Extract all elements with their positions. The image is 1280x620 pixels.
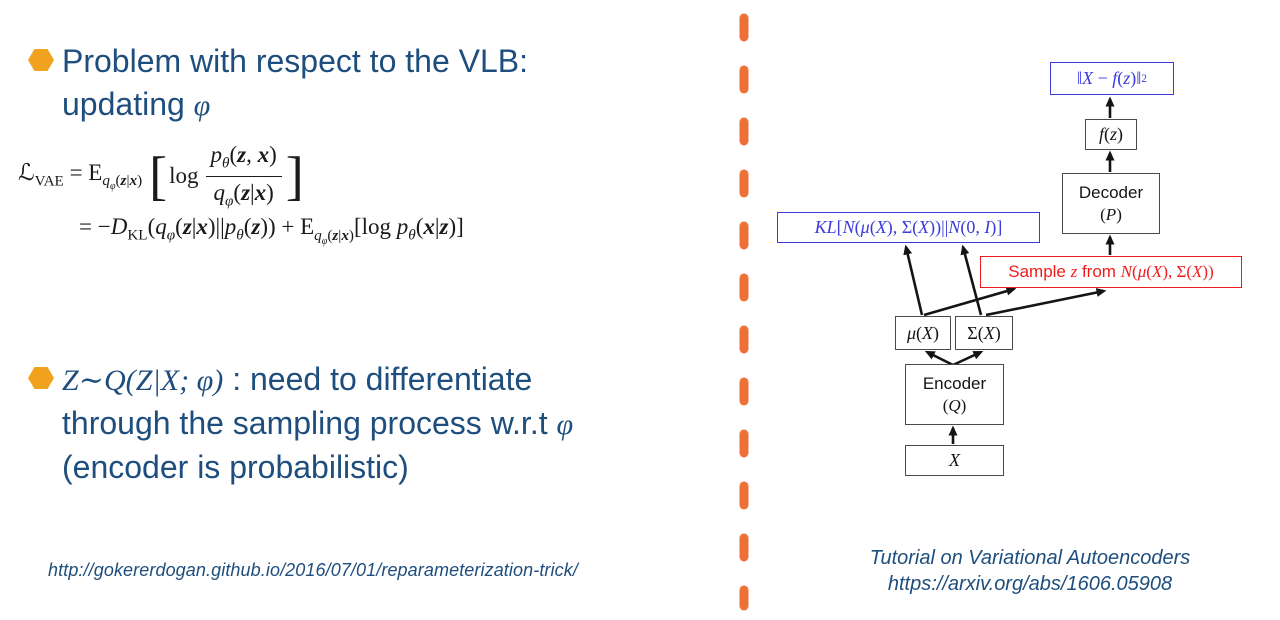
bullet1-line1: Problem with respect to the VLB: xyxy=(62,40,528,83)
encoder-label: Encoder xyxy=(922,373,987,393)
bullet2-line3: (encoder is probabilistic) xyxy=(62,446,573,489)
bullet1-line1-text: Problem with respect to the VLB: xyxy=(62,43,528,79)
citation-title: Tutorial on Variational Autoencoders xyxy=(869,547,1191,569)
decoder-box: Decoder (P) xyxy=(1062,173,1160,234)
fz-box: f(z) xyxy=(1085,119,1137,150)
mu-box: μ(X) xyxy=(895,316,951,350)
vae-lower-bound-equation: ℒVAE = Eqφ(z|x)[log pθ(z, x) qφ(z|x)] = −D… xyxy=(18,141,464,247)
encoder-box: Encoder (Q) xyxy=(905,364,1004,425)
bullet1-line2: updating φ xyxy=(62,83,528,127)
vae-architecture-diagram: ‖ X − f(z)‖ 2 f(z) Decoder (P) KL[N(μ(X), … xyxy=(760,0,1280,620)
phi-symbol: φ xyxy=(193,88,211,122)
sample-z-box: Sample z from N(μ(X), Σ(X)) xyxy=(980,256,1242,288)
hexagon-bullet-icon xyxy=(28,367,54,389)
equation-line1: ℒVAE = Eqφ(z|x)[log pθ(z, x) qφ(z|x)] xyxy=(18,141,304,210)
bullet2-line2: through the sampling process w.r.t φ xyxy=(62,402,573,446)
citation-arxiv-link[interactable]: https://arxiv.org/abs/1606.05908 xyxy=(887,573,1173,595)
bullet2-line1: Z∼Q(Z|X; φ) : need to differentiate xyxy=(62,358,573,402)
source-link[interactable]: http://gokererdogan.github.io/2016/07/01… xyxy=(48,560,578,580)
bullet2-line2-text: through the sampling process w.r.t xyxy=(62,405,557,441)
input-x-box: X xyxy=(905,445,1004,476)
hexagon-bullet-icon xyxy=(28,49,54,71)
sigma-box: Σ(X) xyxy=(955,316,1013,350)
decoder-label: Decoder xyxy=(1078,182,1144,202)
sampling-distribution-math: Z∼Q(Z|X; φ) xyxy=(62,363,224,397)
kl-divergence-box: KL[N(μ(X), Σ(X))|| N (0, I)] xyxy=(777,212,1040,243)
bullet2-line1-text: : need to differentiate xyxy=(223,361,533,397)
bullet2-line3-text: (encoder is probabilistic) xyxy=(62,449,409,485)
equation-line2: = −DKL(qφ(z|x)||pθ(z)) + Eqφ(z|x)[log pθ… xyxy=(79,214,464,247)
reconstruction-loss-box: ‖ X − f(z)‖ 2 xyxy=(1050,62,1174,95)
bullet1-line2-text: updating xyxy=(62,86,194,122)
decoder-p-label: (P) xyxy=(1100,204,1122,224)
phi-symbol: φ xyxy=(556,407,574,441)
citation-block: Tutorial on Variational Autoencoders htt… xyxy=(780,545,1280,597)
encoder-q-label: (Q) xyxy=(942,395,967,415)
bullet-item-sampling-differentiation: Z∼Q(Z|X; φ) : need to differentiate thro… xyxy=(28,358,573,489)
bullet-item-vlb-problem: Problem with respect to the VLB: updatin… xyxy=(28,40,528,127)
